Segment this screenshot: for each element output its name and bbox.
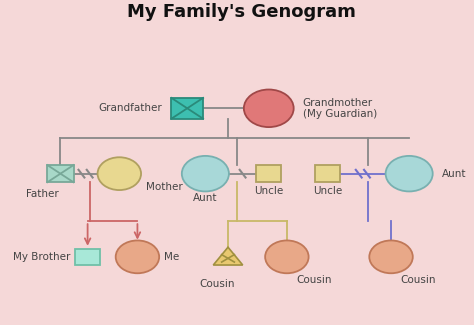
Text: Grandmother
(My Guardian): Grandmother (My Guardian) (303, 98, 377, 119)
Text: Cousin: Cousin (400, 275, 436, 285)
Bar (315, 165, 340, 182)
Polygon shape (213, 247, 243, 265)
Ellipse shape (244, 89, 294, 127)
Text: Uncle: Uncle (313, 186, 342, 196)
Bar (172, 98, 203, 119)
Bar (47, 165, 73, 182)
Bar (256, 165, 281, 182)
Ellipse shape (98, 157, 141, 190)
Ellipse shape (116, 240, 159, 273)
Ellipse shape (265, 240, 309, 273)
Text: Cousin: Cousin (199, 279, 235, 289)
Bar (75, 249, 100, 265)
Text: Aunt: Aunt (442, 169, 466, 179)
Text: Cousin: Cousin (296, 275, 331, 285)
Text: Mother: Mother (146, 182, 182, 192)
Title: My Family's Genogram: My Family's Genogram (127, 3, 356, 21)
Text: Aunt: Aunt (193, 193, 218, 203)
Text: Me: Me (164, 252, 179, 262)
Text: My Brother: My Brother (13, 252, 71, 262)
Ellipse shape (369, 240, 413, 273)
Text: Grandfather: Grandfather (99, 103, 162, 113)
Text: Uncle: Uncle (254, 186, 283, 196)
Ellipse shape (182, 156, 229, 191)
Ellipse shape (386, 156, 433, 191)
Text: Father: Father (27, 189, 59, 199)
